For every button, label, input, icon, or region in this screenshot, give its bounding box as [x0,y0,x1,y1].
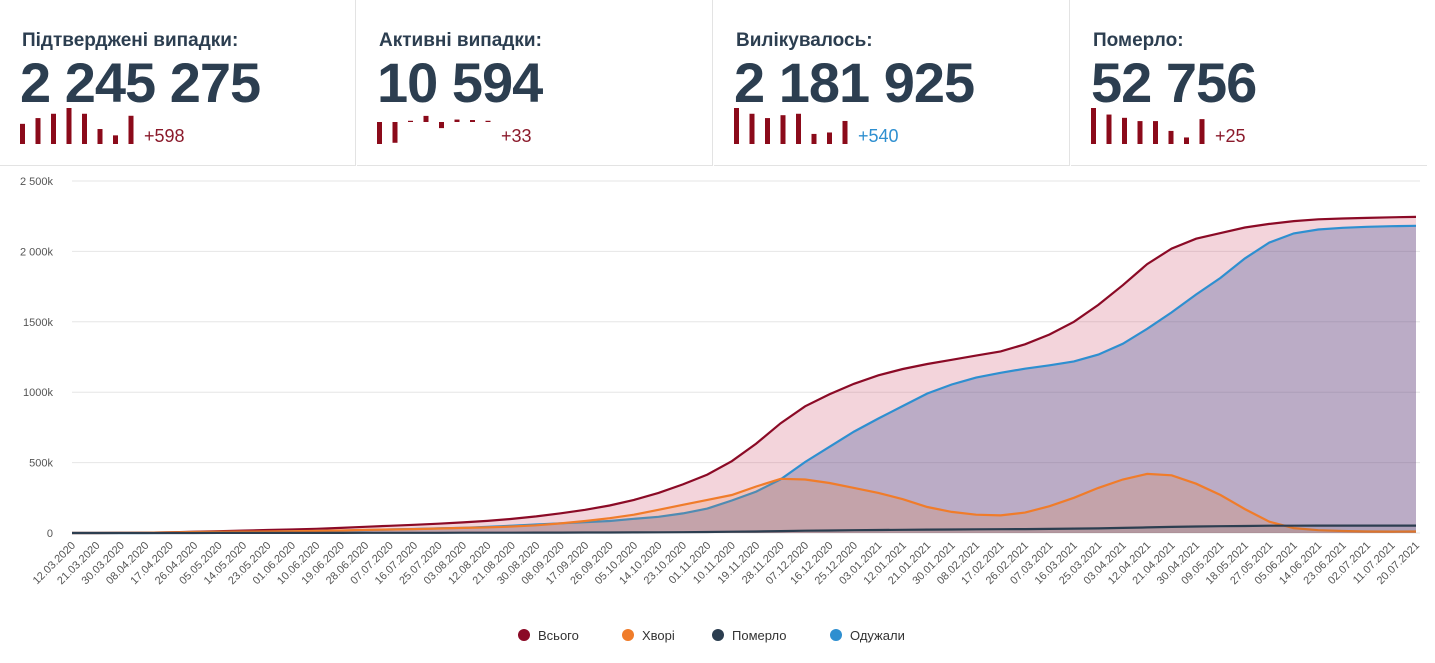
legend-marker [830,629,842,641]
legend-label: Одужали [850,628,905,643]
spark-bar [113,135,118,144]
series-line [72,524,1416,535]
spark-bar [1168,130,1174,144]
card-delta: +25 [1215,126,1246,146]
spark-bar [392,122,398,143]
spark-bar [749,113,755,144]
spark-bar [780,115,786,144]
spark-bar [439,122,444,129]
card-value: 10 594 [377,51,543,114]
spark-bar [1122,117,1127,144]
series-area [72,225,1416,534]
spark-bar [765,118,770,144]
y-tick-label: 2 500k [20,176,54,188]
legend-marker [518,629,530,641]
sparkline [1091,108,1205,144]
sparkline [20,108,134,144]
legend-label: Всього [538,628,579,643]
spark-bar [454,119,460,122]
spark-bar [1137,121,1143,144]
card-title: Вилікувалось: [736,30,873,51]
spark-bar [66,108,72,144]
legend-marker [712,629,724,641]
spark-bar [423,115,429,122]
card-delta: +540 [858,126,899,146]
spark-bar [827,132,832,144]
card-title: Померло: [1093,30,1184,51]
sparkline [377,115,491,144]
spark-bar [1199,119,1205,144]
stat-card: Підтверджені випадки: 2 245 275 +598 [0,0,356,166]
series-area [72,525,1416,533]
spark-bar [1153,121,1158,144]
spark-bar [842,120,848,144]
spark-bar [1184,137,1189,144]
card-title: Активні випадки: [379,30,542,51]
card-value: 2 181 925 [734,51,975,114]
series-area [72,473,1416,533]
y-tick-label: 0 [47,528,53,540]
spark-bar [1091,108,1096,144]
y-tick-label: 2 000k [20,246,54,258]
spark-bar [485,120,491,122]
series-line [72,215,1417,535]
card-value: 52 756 [1091,51,1257,114]
spark-bar [51,113,56,144]
spark-bar [796,113,801,144]
stat-card: Активні випадки: 10 594 +33 [357,0,713,166]
stat-card: Померло: 52 756 +25 [1071,0,1427,166]
spark-bar [811,133,817,144]
spark-bar [734,108,739,144]
spark-bar [408,120,413,122]
spark-bar [470,120,475,122]
spark-bar [128,115,134,144]
legend-label: Хворі [642,628,675,643]
series-area [72,216,1416,533]
spark-bar [82,113,87,144]
y-tick-label: 500k [29,458,53,470]
card-value: 2 245 275 [20,51,261,114]
spark-bar [97,129,103,144]
series-line [72,472,1417,535]
stat-card: Вилікувалось: 2 181 925 +540 [714,0,1070,166]
legend-marker [622,629,634,641]
spark-bar [35,118,41,144]
spark-bar [20,123,25,144]
card-delta: +598 [144,126,185,146]
card-delta: +33 [501,126,532,146]
sparkline [734,108,848,144]
card-title: Підтверджені випадки: [22,30,239,51]
spark-bar [1106,114,1112,144]
legend-label: Померло [732,628,787,643]
y-tick-label: 1000k [23,387,53,399]
y-tick-label: 1500k [23,317,53,329]
spark-bar [377,122,382,144]
